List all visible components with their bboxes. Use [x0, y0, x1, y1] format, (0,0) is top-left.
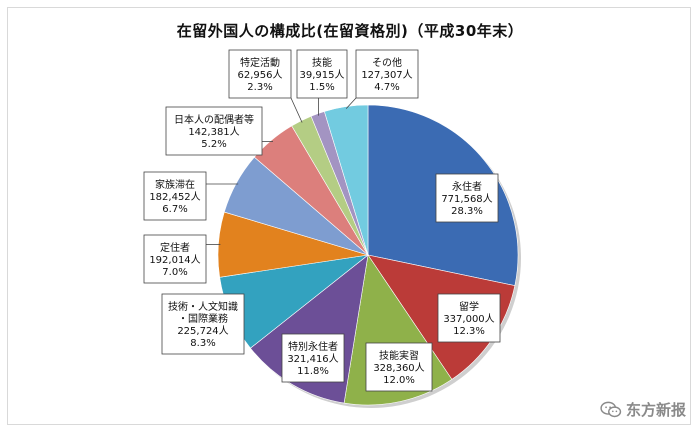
chart-title: 在留外国人の構成比(在留資格別)（平成30年末） [176, 22, 524, 40]
slice-percent-6: 6.7% [162, 204, 187, 215]
slice-count-0: 771,568人 [441, 193, 492, 205]
slice-percent-3: 11.8% [297, 366, 329, 377]
slice-name-1: 留学 [459, 300, 479, 313]
slice-name-9: 技能 [312, 56, 332, 69]
slice-name-0: 永住者 [452, 180, 482, 193]
slice-count-9: 39,915人 [300, 69, 345, 81]
label-box-1 [437, 293, 501, 343]
slice-count-5: 192,014人 [149, 254, 200, 266]
label-box-4 [161, 293, 245, 355]
watermark: 东方新报 [600, 399, 686, 420]
slice-name-4: ・国際業務 [178, 312, 228, 325]
label-box-2 [365, 342, 433, 392]
slice-count-6: 182,452人 [149, 191, 200, 203]
label-box-8 [228, 49, 292, 99]
slice-count-10: 127,307人 [361, 69, 412, 81]
slice-name-7: 日本人の配偶者等 [174, 113, 254, 126]
slice-name-4: 技術・人文知識 [168, 300, 238, 313]
slice-percent-4: 8.3% [190, 338, 215, 349]
watermark-text: 东方新报 [625, 401, 686, 419]
label-box-10 [355, 49, 419, 99]
slice-count-4: 225,724人 [177, 325, 228, 337]
slice-name-10: その他 [372, 56, 402, 69]
slice-name-6: 家族滞在 [155, 178, 195, 191]
slice-percent-2: 12.0% [383, 375, 415, 386]
slice-percent-10: 4.7% [374, 82, 399, 93]
slice-percent-9: 1.5% [309, 82, 334, 93]
slice-name-5: 定住者 [160, 241, 190, 254]
label-box-6 [143, 171, 207, 221]
slice-percent-1: 12.3% [453, 326, 485, 337]
label-box-0 [435, 173, 499, 223]
leader-line-8 [290, 97, 303, 123]
slice-percent-7: 5.2% [201, 139, 226, 150]
wechat-icon [600, 401, 622, 417]
slice-count-3: 321,416人 [287, 353, 338, 365]
slice-name-2: 技能実習 [379, 349, 419, 362]
leader-line-10 [345, 97, 357, 109]
label-box-5 [143, 234, 207, 284]
slice-percent-5: 7.0% [162, 267, 187, 278]
slice-percent-8: 2.3% [247, 82, 272, 93]
slice-count-1: 337,000人 [443, 313, 494, 325]
slice-name-3: 特別永住者 [288, 340, 338, 353]
slice-count-7: 142,381人 [188, 126, 239, 138]
label-box-7 [165, 106, 263, 156]
label-box-3 [281, 333, 345, 383]
slice-name-8: 特定活動 [240, 56, 280, 69]
slice-count-8: 62,956人 [238, 69, 283, 81]
label-box-9 [296, 49, 348, 99]
slice-count-2: 328,360人 [373, 362, 424, 374]
slice-percent-0: 28.3% [451, 206, 483, 217]
pie-slice-10 [324, 104, 369, 256]
